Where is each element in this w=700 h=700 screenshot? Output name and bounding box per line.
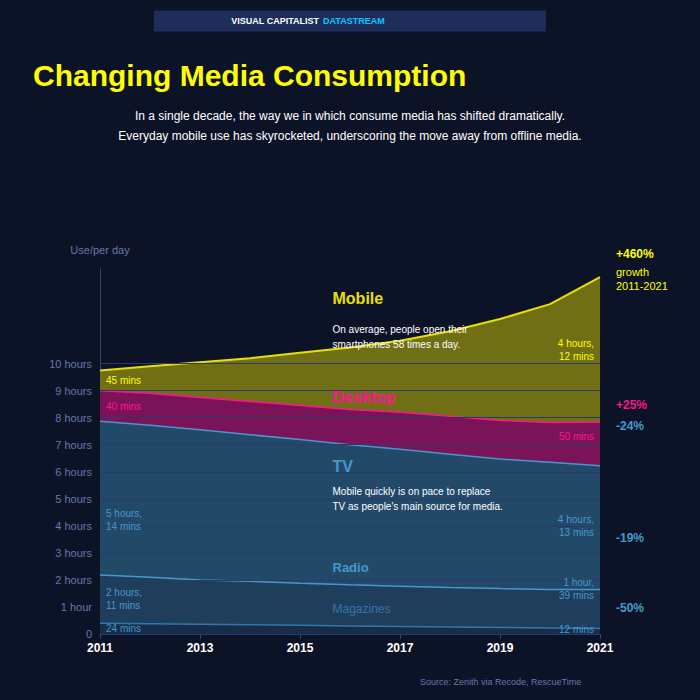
svg-text:DATASTREAM: DATASTREAM — [323, 16, 385, 26]
svg-text:12 mins: 12 mins — [559, 351, 594, 362]
svg-text:Everyday mobile use has skyroc: Everyday mobile use has skyrocketed, und… — [118, 129, 581, 143]
svg-text:2021: 2021 — [587, 641, 614, 655]
svg-text:Mobile: Mobile — [333, 290, 384, 307]
svg-text:VISUAL CAPITALIST: VISUAL CAPITALIST — [231, 16, 319, 26]
svg-text:In a single decade, the way we: In a single decade, the way we in which … — [135, 109, 565, 123]
svg-text:-50%: -50% — [616, 601, 644, 615]
svg-text:4 hours: 4 hours — [55, 520, 92, 532]
svg-text:4 hours,: 4 hours, — [558, 338, 594, 349]
svg-text:6 hours: 6 hours — [55, 466, 92, 478]
svg-text:40 mins: 40 mins — [106, 401, 141, 412]
svg-text:5 hours,: 5 hours, — [106, 508, 142, 519]
svg-text:-24%: -24% — [616, 419, 644, 433]
svg-text:12 mins: 12 mins — [559, 624, 594, 635]
svg-text:50 mins: 50 mins — [559, 431, 594, 442]
svg-text:Desktop: Desktop — [333, 389, 396, 406]
svg-text:13 mins: 13 mins — [559, 527, 594, 538]
svg-text:10 hours: 10 hours — [49, 358, 92, 370]
svg-text:11 mins: 11 mins — [106, 600, 140, 611]
svg-text:+25%: +25% — [616, 398, 647, 412]
svg-text:TV: TV — [333, 458, 354, 475]
svg-text:2 hours,: 2 hours, — [106, 587, 142, 598]
svg-text:TV as people's main source for: TV as people's main source for media. — [333, 501, 503, 512]
svg-text:14 mins: 14 mins — [106, 521, 141, 532]
svg-text:2 hours: 2 hours — [55, 574, 92, 586]
svg-text:45 mins: 45 mins — [106, 375, 141, 386]
svg-text:Radio: Radio — [333, 560, 369, 575]
svg-text:smartphones 58 times a day.: smartphones 58 times a day. — [333, 339, 461, 350]
svg-text:24 mins: 24 mins — [106, 623, 141, 634]
svg-text:2019: 2019 — [487, 641, 514, 655]
svg-text:growth: growth — [616, 266, 649, 278]
svg-text:0: 0 — [86, 628, 92, 640]
svg-text:2015: 2015 — [287, 641, 314, 655]
svg-text:Use/per day: Use/per day — [70, 244, 130, 256]
svg-text:1 hour: 1 hour — [61, 601, 93, 613]
svg-text:4 hours,: 4 hours, — [558, 514, 594, 525]
svg-text:2017: 2017 — [387, 641, 414, 655]
svg-text:8 hours: 8 hours — [55, 412, 92, 424]
svg-text:3 hours: 3 hours — [55, 547, 92, 559]
svg-text:Magazines: Magazines — [333, 602, 391, 616]
svg-text:Mobile quickly is on pace to r: Mobile quickly is on pace to replace — [333, 486, 491, 497]
svg-text:Changing Media Consumption: Changing Media Consumption — [33, 59, 466, 92]
svg-text:7 hours: 7 hours — [55, 439, 92, 451]
svg-text:Source: Zenith via Recode, Res: Source: Zenith via Recode, RescueTime — [420, 677, 581, 687]
svg-text:39 mins: 39 mins — [559, 590, 594, 601]
svg-text:1 hour,: 1 hour, — [563, 577, 594, 588]
svg-text:2013: 2013 — [187, 641, 214, 655]
svg-text:On average, people open their: On average, people open their — [333, 324, 469, 335]
svg-text:+460%: +460% — [616, 247, 654, 261]
svg-text:-19%: -19% — [616, 531, 644, 545]
svg-text:2011: 2011 — [87, 641, 113, 655]
svg-text:5 hours: 5 hours — [55, 493, 92, 505]
svg-text:2011-2021: 2011-2021 — [616, 280, 668, 292]
svg-text:9 hours: 9 hours — [55, 385, 92, 397]
